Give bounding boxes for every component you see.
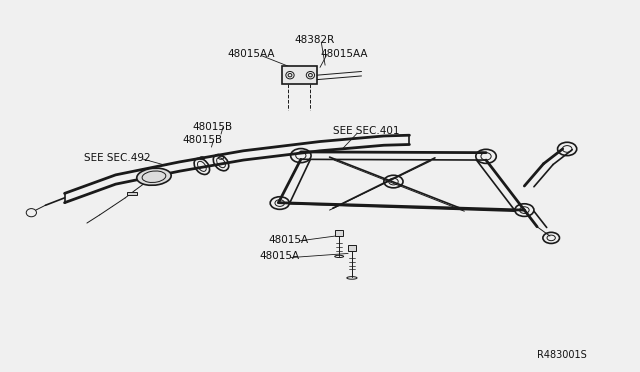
Bar [335, 230, 343, 236]
Bar [282, 66, 317, 84]
Text: 48015B: 48015B [192, 122, 232, 132]
Text: 48015A: 48015A [259, 251, 300, 262]
Ellipse shape [137, 168, 171, 185]
Text: SEE SEC.492: SEE SEC.492 [84, 153, 150, 163]
Text: 48015AA: 48015AA [227, 49, 275, 60]
Bar [348, 245, 356, 251]
Text: 48015B: 48015B [182, 135, 223, 145]
Text: 48382R: 48382R [294, 35, 335, 45]
Text: 48015A: 48015A [269, 235, 309, 245]
Text: R483001S: R483001S [537, 350, 587, 360]
Text: 48015AA: 48015AA [320, 49, 367, 60]
Bar [127, 192, 138, 195]
Text: SEE SEC.401: SEE SEC.401 [333, 126, 399, 136]
